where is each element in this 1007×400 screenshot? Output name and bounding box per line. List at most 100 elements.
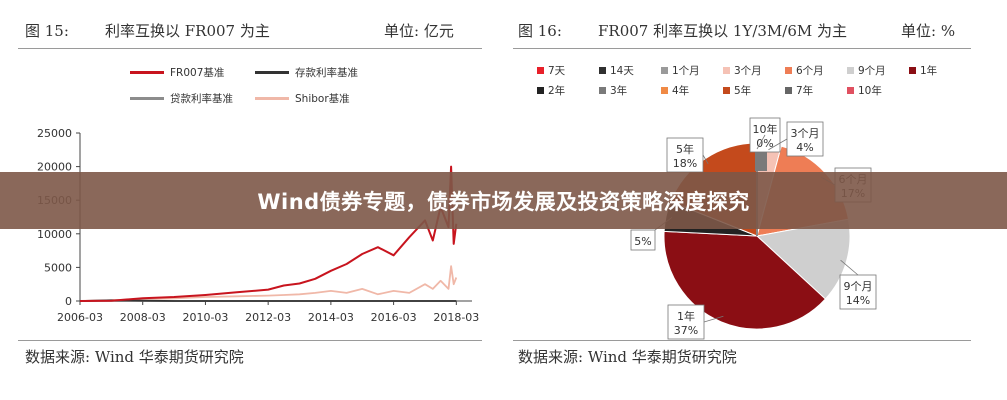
legend-item: 1年 <box>909 63 937 78</box>
legend-item: 7天 <box>537 63 565 78</box>
legend-label: 4年 <box>672 85 690 97</box>
pie-slice <box>663 230 827 330</box>
svg-text:37%: 37% <box>674 324 698 337</box>
legend-label: 5年 <box>734 85 752 97</box>
title-rule <box>513 48 971 49</box>
svg-text:5年: 5年 <box>676 142 694 156</box>
svg-text:14%: 14% <box>846 294 870 307</box>
legend-swatch <box>785 67 792 74</box>
svg-text:5%: 5% <box>634 235 651 248</box>
x-tick-label: 2008-03 <box>120 311 166 324</box>
legend-label: 14天 <box>610 65 634 77</box>
legend-swatch <box>599 87 606 94</box>
figure-number: 图 15: <box>25 22 69 40</box>
figure-unit: 单位: 亿元 <box>384 22 454 40</box>
right-figure: 图 16: FR007 利率互换以 1Y/3M/6M 为主 单位: % 7天 14… <box>505 0 1007 400</box>
legend-item: 存款利率基准 <box>255 65 358 80</box>
legend-swatch <box>661 67 668 74</box>
data-label: 5% <box>630 229 656 251</box>
legend-swatch <box>723 67 730 74</box>
data-source: 数据来源: Wind 华泰期货研究院 <box>25 348 244 366</box>
legend-swatch <box>909 67 916 74</box>
legend-item: 10年 <box>847 83 882 98</box>
svg-text:10年: 10年 <box>753 122 778 136</box>
legend-swatch <box>661 87 668 94</box>
legend-label: 6个月 <box>796 65 824 77</box>
svg-text:9个月: 9个月 <box>844 280 873 293</box>
x-tick-label: 2012-03 <box>245 311 291 324</box>
legend-label: FR007基准 <box>170 67 225 79</box>
title-banner: Wind债券专题，债券市场发展及投资策略深度探究 <box>0 172 1007 229</box>
banner-title: Wind债券专题，债券市场发展及投资策略深度探究 <box>257 189 750 214</box>
legend-swatch <box>130 71 164 74</box>
y-tick-label: 0 <box>65 295 72 308</box>
legend-swatch <box>537 87 544 94</box>
legend-swatch <box>847 87 854 94</box>
legend-item: 7年 <box>785 83 813 98</box>
legend-label: 3年 <box>610 85 628 97</box>
pie-chart-legend: 7天 14天 1个月 3个月 6个月 9个月 1年 2年 3年 4年 5年 7年 10年 <box>505 0 1007 110</box>
svg-text:0%: 0% <box>756 137 773 150</box>
legend-label: 2年 <box>548 85 566 97</box>
legend-item: 9个月 <box>847 63 886 78</box>
x-tick-label: 2010-03 <box>182 311 228 324</box>
label-leader <box>768 138 788 151</box>
legend-label: 9个月 <box>858 65 886 77</box>
series-line <box>79 265 458 302</box>
source-rule <box>513 340 971 341</box>
legend-item: 3个月 <box>723 63 762 78</box>
legend-item: 5年 <box>723 83 751 98</box>
label-leader <box>702 154 709 165</box>
x-tick-label: 2018-03 <box>433 311 479 324</box>
legend-item: 6个月 <box>785 63 824 78</box>
figure-title: FR007 利率互换以 1Y/3M/6M 为主 <box>598 22 847 40</box>
legend-label: 7年 <box>796 85 814 97</box>
legend-swatch <box>785 87 792 94</box>
legend-item: 2年 <box>537 83 565 98</box>
legend-label: 存款利率基准 <box>295 67 358 79</box>
svg-text:3个月: 3个月 <box>791 127 820 140</box>
y-tick-label: 25000 <box>37 127 72 140</box>
legend-swatch <box>130 97 164 100</box>
legend-item: 3年 <box>599 83 627 98</box>
y-tick-label: 5000 <box>44 261 72 274</box>
line-chart-legend: FR007基准 存款利率基准贷款利率基准 Shibor基准 <box>0 0 490 120</box>
legend-swatch <box>255 71 289 74</box>
source-rule <box>18 340 482 341</box>
legend-label: Shibor基准 <box>295 93 350 105</box>
legend-swatch <box>723 87 730 94</box>
x-tick-label: 2006-03 <box>57 311 103 324</box>
legend-swatch <box>599 67 606 74</box>
label-leader <box>840 259 859 276</box>
legend-swatch <box>847 67 854 74</box>
figure-title: 利率互换以 FR007 为主 <box>105 22 270 40</box>
legend-label: 10年 <box>858 85 882 97</box>
y-tick-label: 10000 <box>37 228 72 241</box>
legend-label: 1个月 <box>672 65 700 77</box>
legend-item: 贷款利率基准 <box>130 91 233 106</box>
legend-label: 7天 <box>548 65 566 77</box>
legend-item: 14天 <box>599 63 634 78</box>
legend-swatch <box>537 67 544 74</box>
title-rule <box>18 48 482 49</box>
svg-text:4%: 4% <box>796 141 813 154</box>
data-source: 数据来源: Wind 华泰期货研究院 <box>518 348 737 366</box>
series-line <box>79 299 457 302</box>
svg-text:1年: 1年 <box>677 309 695 323</box>
x-tick-label: 2016-03 <box>371 311 417 324</box>
y-tick-label: 20000 <box>37 161 72 174</box>
x-tick-label: 2014-03 <box>308 311 354 324</box>
label-leader <box>703 315 724 323</box>
figure-unit: 单位: % <box>901 22 956 40</box>
figure-number: 图 16: <box>518 22 562 40</box>
svg-text:18%: 18% <box>673 157 697 170</box>
legend-item: Shibor基准 <box>255 91 350 106</box>
legend-item: FR007基准 <box>130 65 224 80</box>
legend-label: 3个月 <box>734 65 762 77</box>
legend-item: 4年 <box>661 83 689 98</box>
